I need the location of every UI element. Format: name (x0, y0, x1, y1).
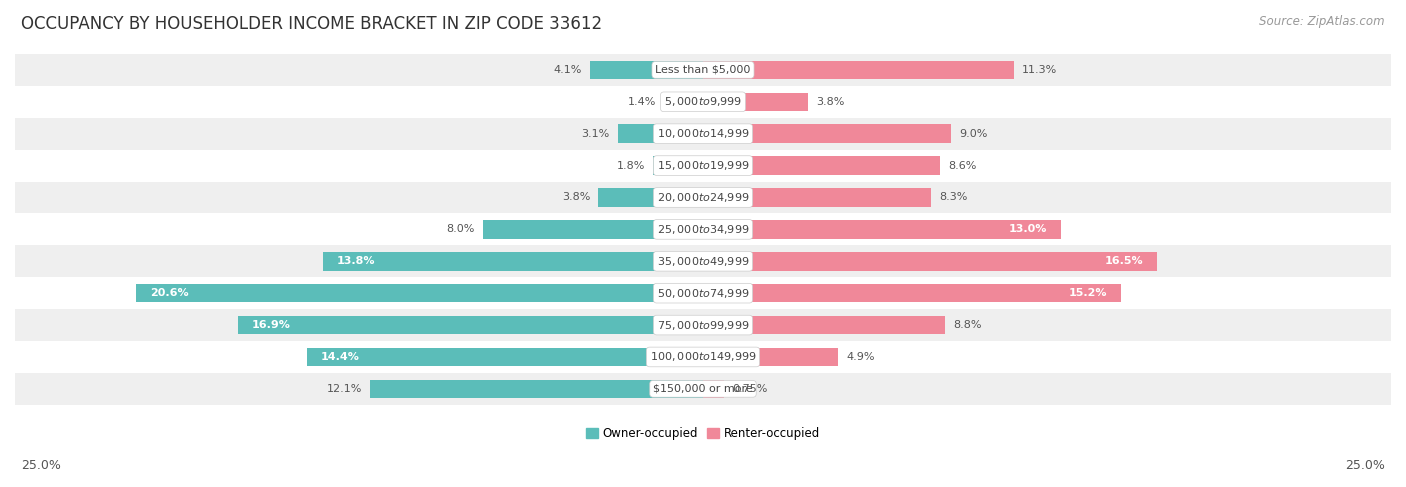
Bar (617, 125, 703, 143)
Bar (15, 182, 1391, 213)
Text: 16.9%: 16.9% (252, 320, 291, 330)
Text: 8.6%: 8.6% (948, 161, 976, 170)
Text: 8.8%: 8.8% (953, 320, 981, 330)
Bar (665, 93, 703, 111)
Bar (238, 316, 703, 334)
Bar (15, 86, 1391, 118)
Text: 8.0%: 8.0% (446, 225, 475, 234)
Text: 1.8%: 1.8% (617, 161, 645, 170)
Text: 13.8%: 13.8% (337, 256, 375, 266)
Text: 3.8%: 3.8% (815, 97, 844, 107)
Bar (15, 54, 1391, 86)
Text: $25,000 to $34,999: $25,000 to $34,999 (657, 223, 749, 236)
Bar (591, 61, 703, 79)
Bar (323, 252, 703, 270)
Bar (703, 93, 807, 111)
Text: 9.0%: 9.0% (959, 129, 987, 139)
Text: 15.2%: 15.2% (1069, 288, 1108, 298)
Bar (15, 277, 1391, 309)
Bar (703, 125, 950, 143)
Bar (15, 341, 1391, 373)
Bar (703, 61, 1014, 79)
Text: $20,000 to $24,999: $20,000 to $24,999 (657, 191, 749, 204)
Text: 3.1%: 3.1% (581, 129, 609, 139)
Bar (703, 379, 724, 398)
Bar (482, 220, 703, 239)
Text: $15,000 to $19,999: $15,000 to $19,999 (657, 159, 749, 172)
Bar (136, 284, 703, 302)
Bar (703, 252, 1157, 270)
Text: $150,000 or more: $150,000 or more (654, 384, 752, 394)
Text: $100,000 to $149,999: $100,000 to $149,999 (650, 351, 756, 363)
Text: 14.4%: 14.4% (321, 352, 360, 362)
Text: 12.1%: 12.1% (326, 384, 361, 394)
Bar (15, 245, 1391, 277)
Text: Source: ZipAtlas.com: Source: ZipAtlas.com (1260, 15, 1385, 28)
Text: $10,000 to $14,999: $10,000 to $14,999 (657, 127, 749, 140)
Text: 11.3%: 11.3% (1022, 65, 1057, 75)
Text: $5,000 to $9,999: $5,000 to $9,999 (664, 95, 742, 108)
Text: 0.75%: 0.75% (733, 384, 768, 394)
Bar (654, 156, 703, 175)
Legend: Owner-occupied, Renter-occupied: Owner-occupied, Renter-occupied (581, 422, 825, 445)
Text: $50,000 to $74,999: $50,000 to $74,999 (657, 287, 749, 300)
Bar (15, 373, 1391, 405)
Bar (15, 309, 1391, 341)
Text: 25.0%: 25.0% (1346, 459, 1385, 472)
Bar (307, 348, 703, 366)
Bar (703, 188, 931, 207)
Text: 8.3%: 8.3% (939, 192, 969, 203)
Text: 4.9%: 4.9% (846, 352, 875, 362)
Bar (15, 118, 1391, 150)
Text: Less than $5,000: Less than $5,000 (655, 65, 751, 75)
Bar (703, 220, 1060, 239)
Text: 4.1%: 4.1% (554, 65, 582, 75)
Bar (599, 188, 703, 207)
Text: 20.6%: 20.6% (150, 288, 188, 298)
Text: $35,000 to $49,999: $35,000 to $49,999 (657, 255, 749, 268)
Text: 1.4%: 1.4% (628, 97, 657, 107)
Bar (703, 156, 939, 175)
Bar (703, 316, 945, 334)
Bar (370, 379, 703, 398)
Text: 16.5%: 16.5% (1105, 256, 1143, 266)
Text: 3.8%: 3.8% (562, 192, 591, 203)
Bar (15, 213, 1391, 245)
Bar (703, 348, 838, 366)
Text: OCCUPANCY BY HOUSEHOLDER INCOME BRACKET IN ZIP CODE 33612: OCCUPANCY BY HOUSEHOLDER INCOME BRACKET … (21, 15, 602, 33)
Bar (703, 284, 1122, 302)
Text: 25.0%: 25.0% (21, 459, 60, 472)
Bar (15, 150, 1391, 182)
Text: 13.0%: 13.0% (1008, 225, 1047, 234)
Text: $75,000 to $99,999: $75,000 to $99,999 (657, 318, 749, 332)
